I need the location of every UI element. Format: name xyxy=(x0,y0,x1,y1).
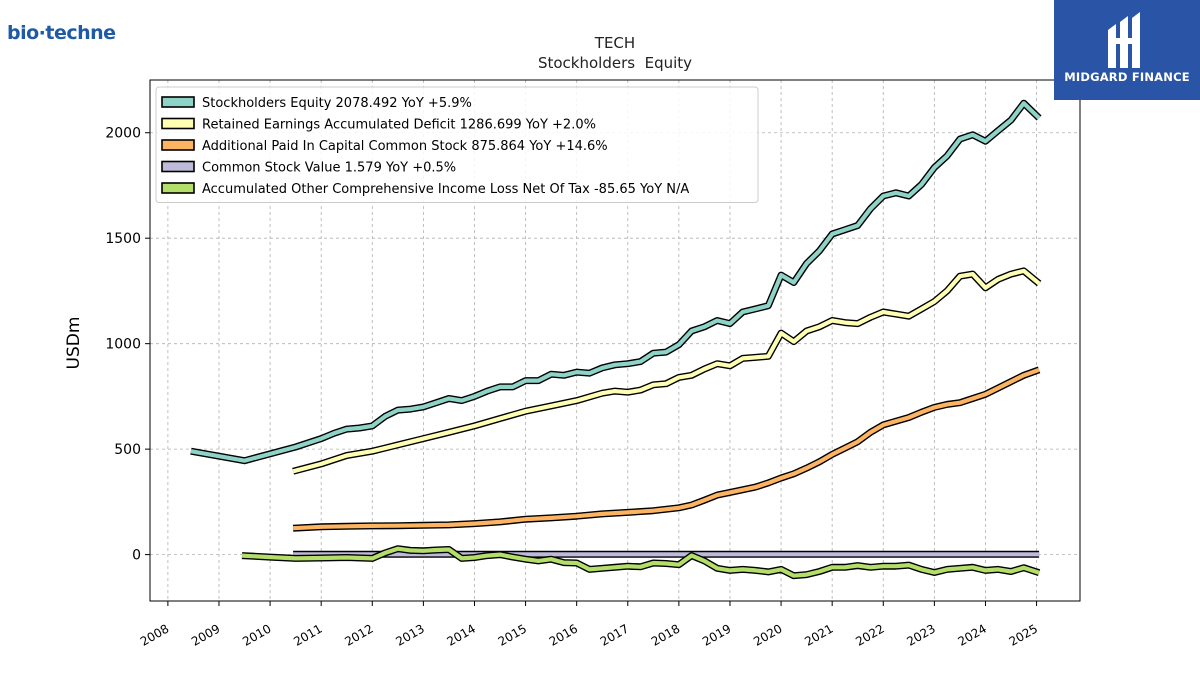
legend-label: Accumulated Other Comprehensive Income L… xyxy=(202,182,689,197)
x-tick-label: 2024 xyxy=(956,621,989,648)
x-tick-label: 2021 xyxy=(802,621,835,648)
series-line xyxy=(292,267,1042,475)
partner-logo-text: MIDGARD FINANCE xyxy=(1064,70,1190,84)
x-tick-label: 2016 xyxy=(547,621,580,648)
y-tick-label: 0 xyxy=(132,548,141,564)
axes: 0 500 1000 1500 2000 2008 2009 2010 2011 2012 2013… xyxy=(105,126,1040,649)
legend-swatch xyxy=(161,96,195,108)
series-line xyxy=(241,545,1041,580)
y-tick-label: 2000 xyxy=(105,126,141,142)
x-tick-label: 2018 xyxy=(649,621,682,648)
chart-title: TECH xyxy=(594,34,635,52)
legend-label: Stockholders Equity 2078.492 YoY +5.9% xyxy=(202,96,472,111)
chart-subtitle: Stockholders Equity xyxy=(538,54,692,72)
x-tick-label: 2015 xyxy=(496,621,529,648)
x-tick-label: 2017 xyxy=(598,621,631,648)
series-line-core xyxy=(292,367,1040,531)
x-tick-label: 2022 xyxy=(853,621,886,648)
x-tick-label: 2013 xyxy=(393,621,426,648)
x-tick-label: 2019 xyxy=(700,621,733,648)
x-tick-label: 2011 xyxy=(291,621,324,648)
biotechne-logo: bio·techne xyxy=(7,22,116,44)
legend-swatch xyxy=(161,139,195,151)
series-line xyxy=(190,99,1042,465)
midgard-mark-icon xyxy=(1108,12,1140,68)
series-line xyxy=(292,366,1041,532)
logo-text: bio·techne xyxy=(7,22,116,44)
x-tick-label: 2010 xyxy=(240,621,273,648)
x-tick-label: 2023 xyxy=(904,621,937,648)
series-group xyxy=(190,99,1042,580)
series-line-core xyxy=(292,268,1041,474)
x-tick-label: 2009 xyxy=(189,621,222,648)
legend: Stockholders Equity 2078.492 YoY +5.9% Re… xyxy=(155,86,759,203)
y-tick-label: 1500 xyxy=(105,231,141,247)
legend-label: Retained Earnings Accumulated Deficit 12… xyxy=(202,118,596,133)
y-axis-label: USDm xyxy=(64,317,84,370)
series-line-core xyxy=(190,101,1041,463)
x-tick-label: 2020 xyxy=(751,621,784,648)
x-tick-label: 2012 xyxy=(342,621,375,648)
y-tick-label: 500 xyxy=(114,442,141,458)
x-tick-label: 2008 xyxy=(138,621,171,648)
legend-box xyxy=(155,86,759,203)
legend-swatch xyxy=(161,160,195,173)
legend-swatch xyxy=(161,117,195,130)
legend-label: Common Stock Value 1.579 YoY +0.5% xyxy=(202,161,456,176)
x-tick-label: 2025 xyxy=(1007,621,1040,648)
midgard-finance-logo: MIDGARD FINANCE xyxy=(1054,0,1200,100)
x-tick-label: 2014 xyxy=(445,621,478,648)
legend-label: Additional Paid In Capital Common Stock … xyxy=(202,139,608,154)
plot-frame xyxy=(149,79,1081,602)
series-line-core xyxy=(241,546,1040,578)
y-tick-label: 1000 xyxy=(105,337,141,353)
legend-swatch xyxy=(161,182,195,194)
